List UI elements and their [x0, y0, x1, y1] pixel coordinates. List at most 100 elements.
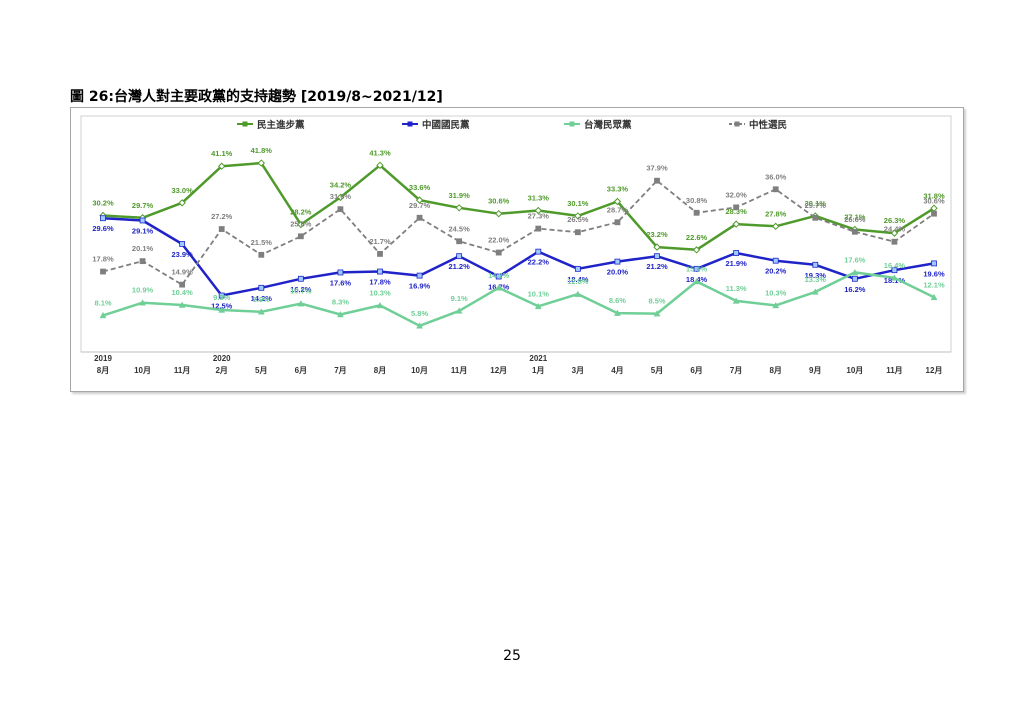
data-point: [534, 302, 542, 310]
data-point: [653, 310, 661, 317]
data-point: [455, 307, 463, 314]
x-tick-label: 10月: [846, 366, 863, 375]
x-tick-label: 5月: [651, 366, 663, 375]
trend-line-chart: 民主進步黨 中國國民黨 台灣民眾黨 中性選民 30.2% 29.7% 33.0% 41.1%…: [80, 115, 952, 375]
data-label: 28.3%: [726, 207, 748, 216]
data-label: 20.2%: [765, 267, 787, 276]
data-point: [931, 260, 937, 267]
data-label: 12.5%: [211, 302, 233, 311]
data-point: [139, 217, 146, 224]
data-label: 26.5%: [567, 215, 589, 224]
data-point: [337, 269, 344, 276]
data-point: [456, 238, 463, 245]
x-tick-label: 6月: [690, 366, 702, 375]
data-label: 22.6%: [686, 233, 708, 242]
data-point: [337, 310, 344, 318]
data-label: 29.6%: [92, 224, 114, 233]
x-tick-label: 3月: [572, 366, 584, 375]
x-tick-label: 6月: [295, 366, 307, 375]
data-point: [654, 177, 660, 184]
data-point: [614, 258, 621, 265]
data-point: [693, 209, 700, 216]
data-point: [100, 268, 106, 275]
data-label: 18.4%: [567, 275, 589, 284]
data-label: 30.8%: [686, 196, 708, 205]
data-label: 30.1%: [805, 199, 827, 208]
data-label: 8.1%: [94, 298, 111, 307]
data-point: [416, 322, 423, 329]
data-label: 12.8%: [567, 277, 589, 286]
data-point: [100, 215, 106, 222]
data-point: [614, 309, 621, 316]
data-label: 32.0%: [726, 190, 748, 199]
data-label: 27.1%: [844, 213, 866, 222]
data-label: 16.4%: [884, 261, 906, 270]
data-point: [772, 222, 780, 231]
data-point: [297, 300, 305, 307]
data-point: [258, 284, 265, 291]
x-tick-label: 11月: [451, 366, 467, 375]
data-label: 21.2%: [646, 262, 668, 271]
data-label: 31.8%: [923, 191, 945, 200]
data-label: 27.3%: [528, 212, 550, 221]
x-tick-label: 9月: [809, 366, 821, 375]
data-label: 33.0%: [172, 186, 194, 195]
data-label: 29.7%: [409, 201, 431, 210]
data-label: 16.9%: [409, 282, 431, 291]
data-label: 16.2%: [844, 285, 866, 294]
data-label: 21.5%: [251, 238, 273, 247]
data-label: 10.9%: [132, 286, 154, 295]
data-label: 19.6%: [923, 269, 945, 278]
data-point: [574, 290, 582, 297]
data-label: 27.2%: [211, 212, 233, 221]
data-point: [812, 261, 819, 268]
x-tick-label: 12月: [490, 366, 507, 375]
data-point: [218, 306, 226, 313]
data-point: [851, 268, 859, 276]
plot-area: [80, 115, 952, 353]
legend-item: 中國國民黨: [402, 119, 470, 131]
data-label: 12.1%: [923, 280, 945, 289]
x-tick-label: 7月: [334, 366, 346, 375]
data-point: [218, 226, 225, 232]
data-point: [139, 258, 146, 265]
data-label: 23.9%: [172, 250, 194, 259]
data-point: [297, 220, 305, 229]
data-point: [179, 281, 186, 288]
data-point: [99, 311, 107, 319]
legend-swatch-marker: [569, 121, 575, 127]
data-point: [891, 238, 898, 245]
data-label: 25.6%: [290, 219, 312, 228]
data-label: 21.9%: [726, 259, 748, 268]
data-label: 15.6%: [686, 264, 708, 273]
series-layer: 30.2% 29.7% 33.0% 41.1% 41.8% 28.2% 34.2% 41.3%…: [92, 146, 945, 329]
data-label: 24.5%: [449, 224, 471, 233]
data-label: 41.8%: [251, 146, 273, 155]
data-point: [495, 209, 503, 218]
data-label: 10.3%: [369, 288, 391, 297]
data-point: [456, 253, 463, 260]
data-point: [693, 277, 700, 285]
series-line: [102, 271, 935, 328]
data-label: 28.2%: [290, 208, 312, 217]
data-label: 31.6%: [330, 192, 352, 201]
data-point: [692, 246, 701, 254]
data-label: 29.7%: [805, 201, 827, 210]
x-year-label: 2019: [94, 354, 112, 363]
series-1: 29.6% 29.1% 23.9% 12.5% 14.2% 16.2% 17.6% 17.8%…: [92, 215, 945, 311]
data-label: 41.3%: [369, 148, 391, 157]
data-point: [931, 210, 937, 217]
legend-label: 台灣民眾黨: [584, 119, 632, 131]
data-label: 9.3%: [213, 293, 230, 302]
page-title: 圖 26:台灣人對主要政黨的支持趨勢 [2019/8~2021/12]: [70, 89, 443, 105]
legend-item: 中性選民: [729, 119, 787, 131]
data-point: [930, 293, 938, 301]
legend-swatch-marker: [407, 121, 413, 127]
page-number: 25: [503, 648, 521, 664]
data-point: [257, 159, 265, 167]
data-point: [297, 275, 304, 282]
x-tick-label: 1月: [532, 366, 544, 375]
data-label: 24.4%: [884, 225, 906, 234]
x-year-label: 2021: [529, 354, 547, 363]
data-point: [891, 267, 898, 274]
